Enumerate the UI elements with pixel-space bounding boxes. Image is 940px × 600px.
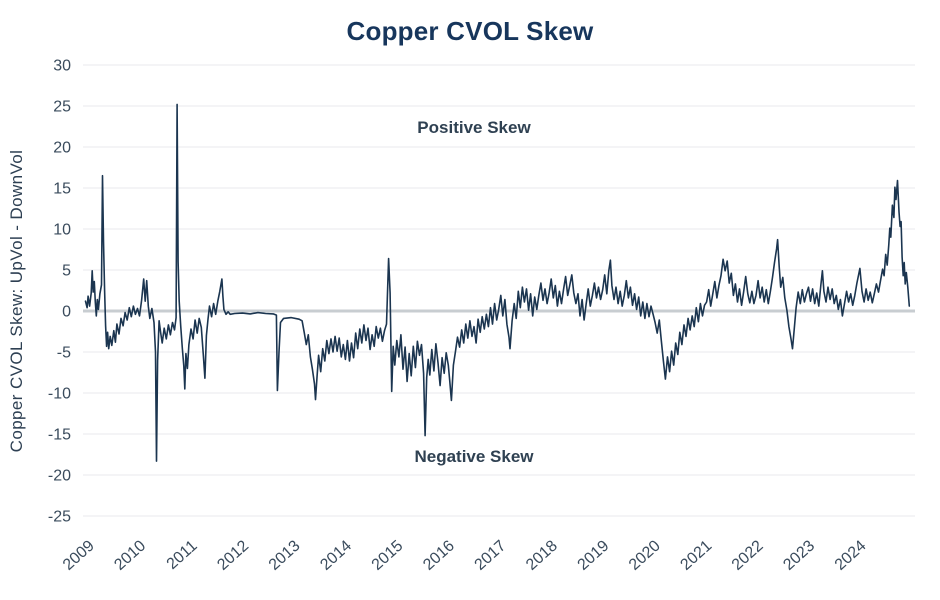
x-tick-label: 2020 — [626, 537, 664, 574]
x-tick-label: 2023 — [780, 537, 818, 574]
x-tick-label: 2013 — [266, 537, 304, 574]
x-tick-label: 2010 — [111, 537, 149, 574]
y-tick-label: -10 — [48, 386, 71, 403]
y-tick-label: -5 — [57, 345, 71, 362]
x-tick-label: 2011 — [164, 537, 201, 573]
x-tick-label: 2018 — [523, 537, 561, 574]
y-tick-label: 0 — [62, 304, 71, 321]
y-tick-label: -25 — [48, 509, 71, 526]
annotation-positive-skew: Positive Skew — [417, 118, 531, 138]
x-tick-label: 2014 — [317, 537, 355, 574]
x-tick-label: 2009 — [60, 537, 98, 574]
y-tick-label: 20 — [53, 140, 71, 157]
x-tick-label: 2016 — [420, 537, 458, 574]
x-tick-label: 2019 — [575, 537, 613, 574]
annotation-negative-skew: Negative Skew — [414, 446, 534, 466]
y-tick-label: 10 — [53, 222, 71, 239]
y-tick-label: 25 — [53, 99, 71, 116]
chart-title: Copper CVOL Skew — [346, 16, 594, 46]
x-tick-label: 2015 — [369, 537, 407, 574]
y-tick-label: 5 — [62, 263, 71, 280]
y-tick-label: -20 — [48, 468, 71, 485]
y-tick-label: 30 — [53, 58, 71, 75]
y-axis-title: Copper CVOL Skew: UpVol - DownVol — [7, 149, 26, 453]
x-tick-label: 2022 — [729, 537, 767, 574]
series-line — [84, 103, 911, 462]
x-tick-label: 2017 — [472, 537, 510, 574]
x-tick-label: 2021 — [677, 537, 715, 574]
x-tick-label: 2012 — [214, 537, 252, 574]
x-tick-label: 2024 — [832, 537, 870, 574]
y-tick-label: 15 — [53, 181, 71, 198]
y-tick-label: -15 — [48, 427, 71, 444]
